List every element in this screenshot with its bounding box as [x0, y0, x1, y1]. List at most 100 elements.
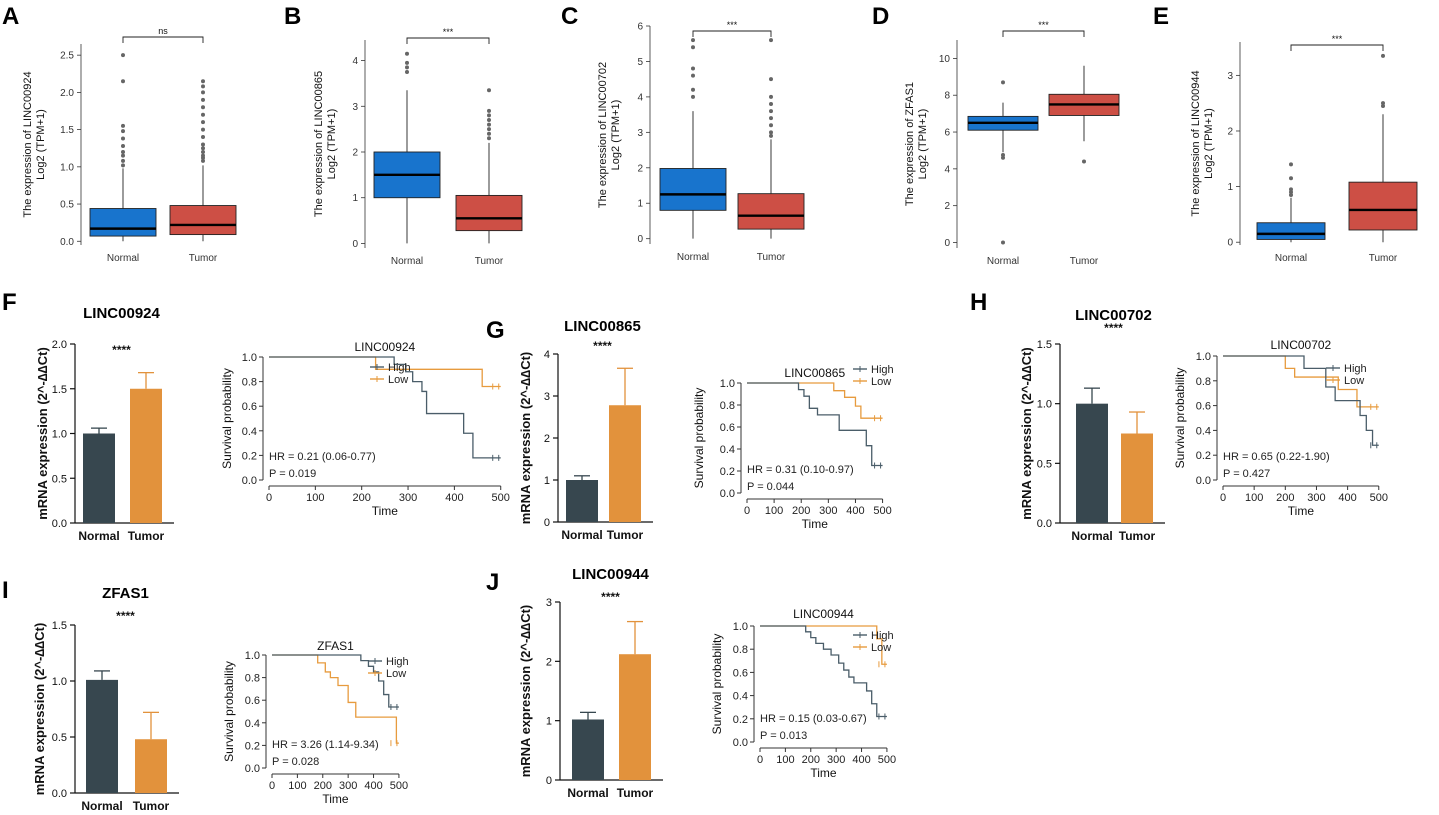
bar-chart-i: 0.0 0.5 1.0 1.5 ZFAS1 **** mRNA expression (2^…: [32, 585, 179, 813]
y-tick-label: 2: [1227, 126, 1233, 137]
outlier-point: [121, 136, 125, 141]
outlier-point: [691, 45, 695, 50]
outlier-point: [691, 66, 695, 71]
outlier-point: [769, 101, 773, 106]
panel-letter-h: H: [970, 289, 987, 316]
km-curve-high: [747, 382, 883, 467]
y-tick-label: 1: [637, 199, 643, 210]
bar-chart-title: LINC00944: [572, 566, 649, 583]
km-curve-high: [760, 625, 887, 718]
outlier-point: [769, 94, 773, 99]
x-tick-label: 100: [1245, 492, 1263, 504]
y-tick-label: 0.4: [720, 444, 735, 456]
y-tick-label: 0.8: [245, 673, 260, 685]
x-tick-label: 400: [1338, 492, 1356, 504]
bar-rect: [1121, 433, 1153, 523]
outlier-point: [405, 51, 409, 56]
y-axis-label: Survival probability: [710, 634, 724, 735]
outlier-point: [121, 129, 125, 134]
km-curve-low: [747, 382, 883, 419]
x-tick-label: Tumor: [1369, 253, 1398, 264]
x-tick-label: 100: [765, 505, 783, 517]
box-iqr: [169, 205, 237, 236]
legend-label-high: High: [871, 364, 894, 376]
y-tick-label: 0.2: [1196, 450, 1211, 462]
y-tick-label: 0.2: [720, 466, 735, 478]
legend-label-low: Low: [871, 376, 891, 388]
outlier-point: [691, 38, 695, 43]
p-value-text: P = 0.013: [760, 730, 807, 742]
bar-normal: [86, 670, 118, 793]
y-axis-label-units: Log2 (TPM+1): [917, 109, 929, 180]
km-title: LINC00944: [793, 607, 854, 621]
outlier-point: [201, 153, 205, 158]
x-tick-label: Tumor: [133, 799, 170, 813]
x-tick-label: 200: [792, 505, 810, 517]
x-tick-label: 400: [364, 780, 382, 792]
p-value-text: P = 0.427: [1223, 468, 1270, 480]
x-axis-label: Time: [372, 504, 399, 518]
x-tick-label: 500: [878, 754, 896, 766]
km-curve-high: [269, 356, 501, 459]
y-tick-label: 1.0: [52, 429, 67, 441]
outlier-point: [1289, 162, 1293, 167]
box-iqr: [737, 193, 805, 230]
y-tick-label: 0.4: [242, 426, 257, 438]
x-tick-label: Tumor: [189, 253, 218, 264]
y-tick-label: 0: [637, 234, 643, 245]
outlier-point: [405, 70, 409, 74]
km-plot-h: 0.0 0.2 0.4 0.6 0.8 1.0 0 100 200 300 400 500 Time Su…: [1173, 338, 1388, 518]
y-axis-label: The expression of LINC00944: [1190, 70, 1202, 216]
outlier-point: [487, 118, 491, 122]
outlier-point: [1289, 187, 1293, 192]
bar-rect: [1076, 403, 1108, 523]
y-axis-label-units: Log2 (TPM+1): [326, 109, 338, 180]
y-tick-label: 0.5: [52, 473, 67, 485]
outlier-point: [487, 136, 491, 141]
outlier-point: [1289, 192, 1293, 197]
km-curve-high: [1223, 355, 1379, 446]
bar-tumor: [130, 371, 162, 523]
significance-bracket: ns: [122, 26, 204, 43]
outlier-point: [1289, 176, 1293, 181]
bar-chart-title: ZFAS1: [102, 585, 149, 602]
bracket-line: [122, 36, 204, 43]
p-value-text: P = 0.019: [269, 468, 316, 480]
km-title: ZFAS1: [317, 639, 354, 653]
y-tick-label: 1.0: [52, 676, 67, 688]
outlier-point: [201, 149, 205, 154]
outlier-point: [121, 158, 125, 163]
box-normal: [1256, 162, 1326, 243]
y-tick-label: 0.0: [60, 237, 74, 248]
y-axis-label-units: Log2 (TPM+1): [1203, 108, 1215, 179]
y-tick-label: 1.0: [1196, 351, 1211, 363]
y-tick-label: 0.5: [1037, 458, 1052, 470]
outlier-point: [487, 122, 491, 127]
box-normal: [373, 51, 441, 244]
x-axis-label: Time: [810, 766, 837, 780]
x-tick-label: 0: [744, 505, 750, 517]
y-tick-label: 2: [944, 201, 950, 212]
bar-rect: [130, 388, 162, 523]
y-tick-label: 3: [1227, 71, 1233, 82]
y-tick-label: 2.0: [60, 88, 74, 99]
x-tick-label: Normal: [1275, 253, 1307, 264]
bar-rect: [86, 679, 118, 793]
significance-bracket: ***: [1002, 20, 1085, 37]
y-tick-label: 0: [544, 517, 550, 529]
hazard-ratio-text: HR = 0.15 (0.03-0.67): [760, 713, 867, 725]
outlier-point: [487, 108, 491, 113]
panel-letter-j: J: [486, 569, 499, 596]
y-tick-label: 2: [352, 148, 358, 159]
x-tick-label: 300: [827, 754, 845, 766]
y-tick-label: 1.0: [733, 621, 748, 633]
y-tick-label: 4: [352, 56, 358, 67]
bar-chart-j: 0 1 2 3 LINC00944 **** mRNA expression (2^-∆∆C…: [518, 566, 663, 800]
y-axis-label: Survival probability: [692, 388, 706, 489]
y-tick-label: 6: [637, 22, 643, 33]
y-tick-label: 1.0: [245, 650, 260, 662]
outlier-point: [769, 133, 773, 138]
outlier-point: [1289, 190, 1293, 195]
x-tick-label: 300: [399, 492, 417, 504]
bracket-line: [1290, 44, 1384, 51]
